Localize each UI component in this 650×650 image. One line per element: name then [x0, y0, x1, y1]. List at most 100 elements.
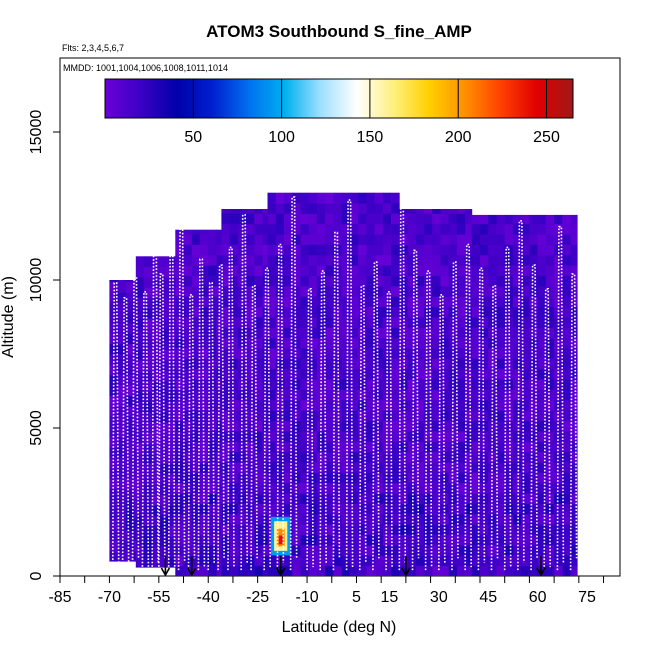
heatmap-cell — [374, 337, 384, 349]
heatmap-cell — [488, 379, 497, 390]
flight-profiles — [111, 196, 578, 571]
heatmap-cell — [300, 565, 310, 576]
heatmap-cell — [382, 534, 392, 546]
heatmap-cell — [160, 256, 170, 268]
heatmap-cell — [267, 337, 277, 349]
heatmap-cell — [144, 328, 153, 340]
heatmap-cell — [135, 422, 145, 433]
sounding-arrow — [160, 556, 171, 577]
heatmap-cell — [545, 462, 555, 473]
heatmap-cell — [424, 410, 433, 421]
heatmap-cell — [221, 420, 230, 432]
heatmap-cell — [144, 318, 153, 330]
heatmap-cell — [391, 482, 400, 494]
heatmap-cell — [175, 379, 184, 390]
heatmap-cell — [300, 296, 310, 308]
heatmap-cell — [537, 431, 547, 442]
heatmap-cell — [254, 213, 263, 225]
heatmap-cell — [135, 380, 145, 392]
heatmap-cell — [267, 306, 277, 318]
heatmap-cell — [144, 370, 153, 382]
heatmap-cell — [545, 296, 555, 308]
heatmap-cell — [135, 473, 145, 485]
heatmap-cell — [308, 254, 318, 266]
heatmap-cell — [341, 244, 351, 256]
heatmap-cell — [358, 285, 367, 297]
heatmap-cell — [512, 410, 522, 421]
heatmap-cell — [407, 565, 417, 576]
heatmap-cell — [562, 317, 571, 328]
heatmap-cell — [448, 524, 458, 535]
heatmap-cell — [562, 234, 571, 245]
heatmap-cell — [254, 503, 263, 515]
heatmap-cell — [134, 333, 137, 345]
heatmap-cell — [125, 488, 135, 500]
heatmap-cell — [300, 482, 310, 494]
heatmap-cell — [125, 447, 135, 458]
heatmap-cell — [168, 494, 176, 506]
heatmap-cell — [488, 337, 497, 349]
heatmap-cell — [391, 348, 400, 359]
heatmap-cell — [440, 513, 450, 525]
heatmap-cell — [554, 379, 563, 390]
heatmap-cell — [134, 405, 137, 417]
heatmap-cell — [512, 214, 522, 225]
heatmap-cell — [496, 285, 506, 297]
heatmap-cell — [300, 358, 310, 370]
heatmap-cell — [333, 513, 342, 525]
heatmap-cell — [512, 493, 522, 504]
heatmap-cell — [545, 285, 555, 297]
heatmap-cell — [333, 462, 342, 473]
heatmap-cell — [183, 337, 193, 349]
heatmap-cell — [134, 426, 137, 438]
heatmap-cell — [399, 348, 408, 359]
heatmap-cell — [521, 431, 530, 442]
heatmap-cell — [144, 422, 153, 433]
heatmap-cell — [407, 379, 417, 390]
heatmap-cell — [440, 368, 450, 380]
heatmap-cell — [471, 358, 481, 370]
heatmap-cell — [325, 451, 334, 463]
heatmap-cell — [341, 203, 351, 214]
heatmap-cell — [262, 337, 268, 349]
heatmap-cell — [374, 555, 384, 567]
heatmap-cell — [168, 422, 176, 433]
heatmap-cell — [183, 389, 193, 401]
heatmap-cell — [284, 213, 293, 225]
heatmap-cell — [537, 441, 547, 453]
heatmap-cell — [221, 410, 230, 421]
heatmap-cell — [374, 399, 384, 411]
heatmap-cell — [349, 296, 359, 308]
heatmap-cell — [267, 265, 277, 276]
heatmap-cell — [125, 468, 135, 479]
heatmap-cell — [216, 368, 222, 380]
heatmap-cell — [183, 368, 193, 380]
heatmap-cell — [537, 265, 547, 276]
heatmap-cell — [152, 525, 161, 537]
heatmap-cell — [562, 420, 571, 432]
heatmap-cell — [456, 337, 466, 349]
heatmap-cell — [144, 515, 153, 527]
heatmap-cell — [308, 223, 318, 235]
heatmap-cell — [152, 432, 161, 444]
heatmap-cell — [237, 379, 247, 390]
heatmap-cell — [432, 431, 441, 442]
heatmap-cell — [160, 422, 170, 433]
heatmap-cell — [432, 223, 441, 235]
heatmap-cell — [554, 368, 563, 380]
heatmap-cell — [391, 513, 400, 525]
heatmap-cell — [284, 462, 293, 473]
heatmap-cell — [399, 451, 408, 463]
x-axis-label: Latitude (deg N) — [282, 619, 397, 636]
heatmap-cell — [432, 244, 441, 256]
heatmap-cell — [554, 565, 563, 576]
heatmap-cell — [117, 499, 127, 510]
x-tick-label: -55 — [147, 589, 170, 606]
heatmap-cell — [275, 389, 285, 401]
heatmap-cell — [117, 343, 127, 355]
heatmap-cell — [325, 420, 334, 432]
heatmap-cell — [191, 275, 201, 287]
heatmap-cell — [135, 432, 145, 444]
heatmap-cell — [391, 544, 400, 556]
heatmap-cell — [488, 389, 497, 401]
